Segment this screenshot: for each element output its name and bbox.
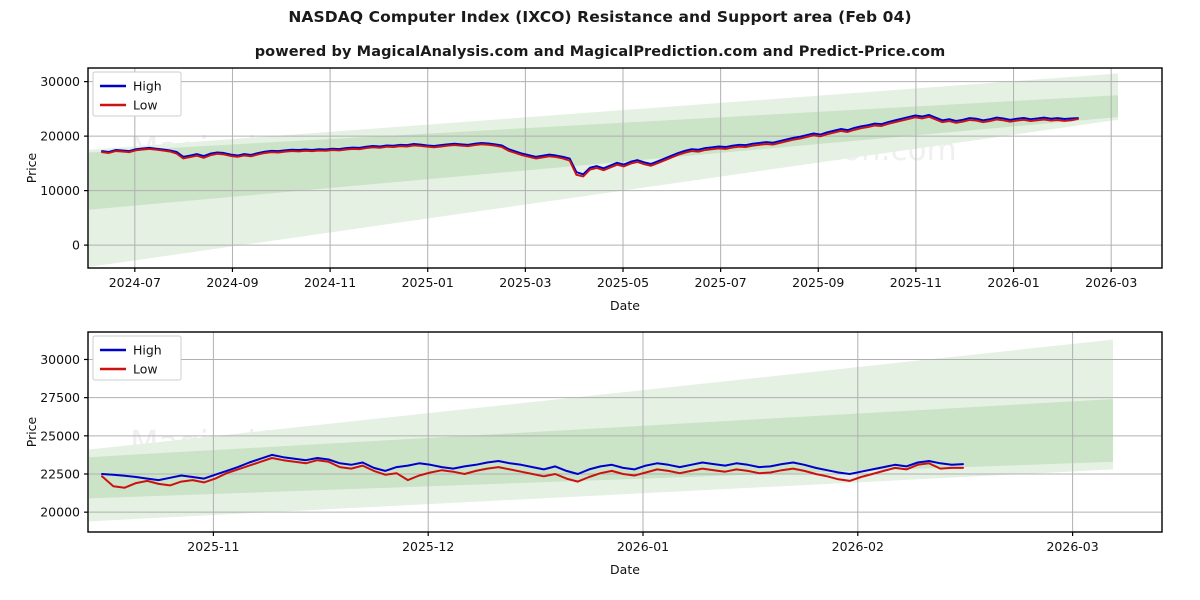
x-axis-tick-label: 2026-02: [832, 539, 884, 554]
series-line-low: [101, 457, 964, 489]
legend-item-low-label: Low: [133, 362, 158, 377]
y-axis-tick-label: 27500: [40, 390, 80, 405]
x-axis-tick-label: 2025-11: [890, 275, 942, 290]
overview-chart-svg: MagicalAnalysis.comMagicalPrediction.com…: [24, 67, 1163, 313]
x-axis-tick-label: 2025-07: [695, 275, 747, 290]
y-axis-title: Price: [24, 416, 39, 447]
x-axis-tick-label: 2026-03: [1046, 539, 1098, 554]
y-axis-tick-label: 20000: [40, 129, 80, 144]
x-axis-tick-label: 2025-12: [402, 539, 454, 554]
y-axis-tick-label: 30000: [40, 352, 80, 367]
x-axis-tick-label: 2024-07: [109, 275, 161, 290]
series-line-low: [101, 115, 1079, 178]
gridlines: [88, 68, 1162, 268]
x-axis-tick-label: 2026-01: [987, 275, 1039, 290]
x-axis-tick-label: 2025-03: [499, 275, 551, 290]
legend-item-high-label: High: [133, 79, 162, 94]
series-line-high: [101, 453, 964, 482]
band-inner-support-resistance: [89, 95, 1118, 210]
detail-chart-svg: MagicalAnalysis.comMagicalPrediction.com…: [24, 331, 1163, 577]
detail-chart: MagicalAnalysis.comMagicalPrediction.com…: [0, 322, 1200, 600]
legend-item-high-label: High: [133, 343, 162, 358]
legend: High Low: [92, 71, 182, 117]
x-axis-tick-label: 2025-09: [792, 275, 844, 290]
x-axis-tick-label: 2026-01: [617, 539, 669, 554]
legend: High Low: [92, 335, 182, 381]
x-axis-tick-label: 2026-03: [1085, 275, 1137, 290]
y-axis-tick-label: 22500: [40, 466, 80, 481]
y-axis-tick-label: 10000: [40, 183, 80, 198]
series-group: [101, 453, 964, 489]
axes: 0 10000 20000 30000 2024-07 2024-09 2024-11 202…: [24, 74, 1137, 313]
page-subtitle: powered by MagicalAnalysis.com and Magic…: [254, 44, 946, 60]
x-axis-tick-label: 2024-09: [206, 275, 258, 290]
overview-chart: MagicalAnalysis.comMagicalPrediction.com…: [0, 60, 1200, 320]
x-axis-tick-label: 2025-11: [187, 539, 239, 554]
y-axis-tick-label: 25000: [40, 428, 80, 443]
x-axis-title: Date: [610, 298, 640, 313]
y-axis-tick-label: 30000: [40, 74, 80, 89]
series-line-high: [101, 113, 1079, 176]
axes: 20000 22500 25000 27500 30000 2025-11 2025-12 2…: [24, 352, 1099, 577]
page-title: NASDAQ Computer Index (IXCO) Resistance …: [288, 8, 912, 26]
x-axis-tick-label: 2024-11: [304, 275, 356, 290]
x-axis-title: Date: [610, 562, 640, 577]
y-axis-tick-label: 0: [72, 238, 80, 253]
x-axis-tick-label: 2025-01: [402, 275, 454, 290]
y-axis-title: Price: [24, 152, 39, 183]
plot-frame: [87, 331, 1163, 533]
plot-frame: [87, 67, 1163, 269]
series-group: [101, 113, 1079, 178]
x-axis-tick-label: 2025-05: [597, 275, 649, 290]
y-axis-tick-label: 20000: [40, 505, 80, 520]
legend-item-low-label: Low: [133, 98, 158, 113]
